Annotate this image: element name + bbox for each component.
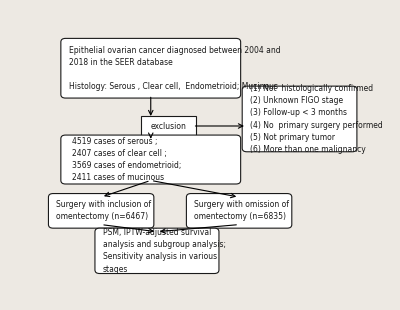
FancyBboxPatch shape xyxy=(142,117,196,136)
FancyBboxPatch shape xyxy=(186,193,292,228)
FancyBboxPatch shape xyxy=(95,228,219,273)
Text: (1) Not  histologically confirmed
(2) Unknown FIGO stage
(3) Follow-up < 3 month: (1) Not histologically confirmed (2) Unk… xyxy=(250,84,383,154)
FancyBboxPatch shape xyxy=(48,193,154,228)
Text: PSM, IPTW-adjusted survival
analysis and subgroup analysis;
Sensitivity analysis: PSM, IPTW-adjusted survival analysis and… xyxy=(103,228,226,273)
Text: exclusion: exclusion xyxy=(151,122,186,131)
Text: 4519 cases of serous ;
2407 cases of clear cell ;
3569 cases of endometrioid;
24: 4519 cases of serous ; 2407 cases of cle… xyxy=(72,137,181,182)
FancyBboxPatch shape xyxy=(61,135,241,184)
FancyBboxPatch shape xyxy=(61,38,241,98)
FancyBboxPatch shape xyxy=(242,86,357,152)
Text: Surgery with inclusion of
omentectomy (n=6467): Surgery with inclusion of omentectomy (n… xyxy=(56,200,151,221)
Text: Surgery with omission of
omentectomy (n=6835): Surgery with omission of omentectomy (n=… xyxy=(194,200,289,221)
Text: Epithelial ovarian cancer diagnosed between 2004 and
2018 in the SEER database

: Epithelial ovarian cancer diagnosed betw… xyxy=(69,46,280,91)
